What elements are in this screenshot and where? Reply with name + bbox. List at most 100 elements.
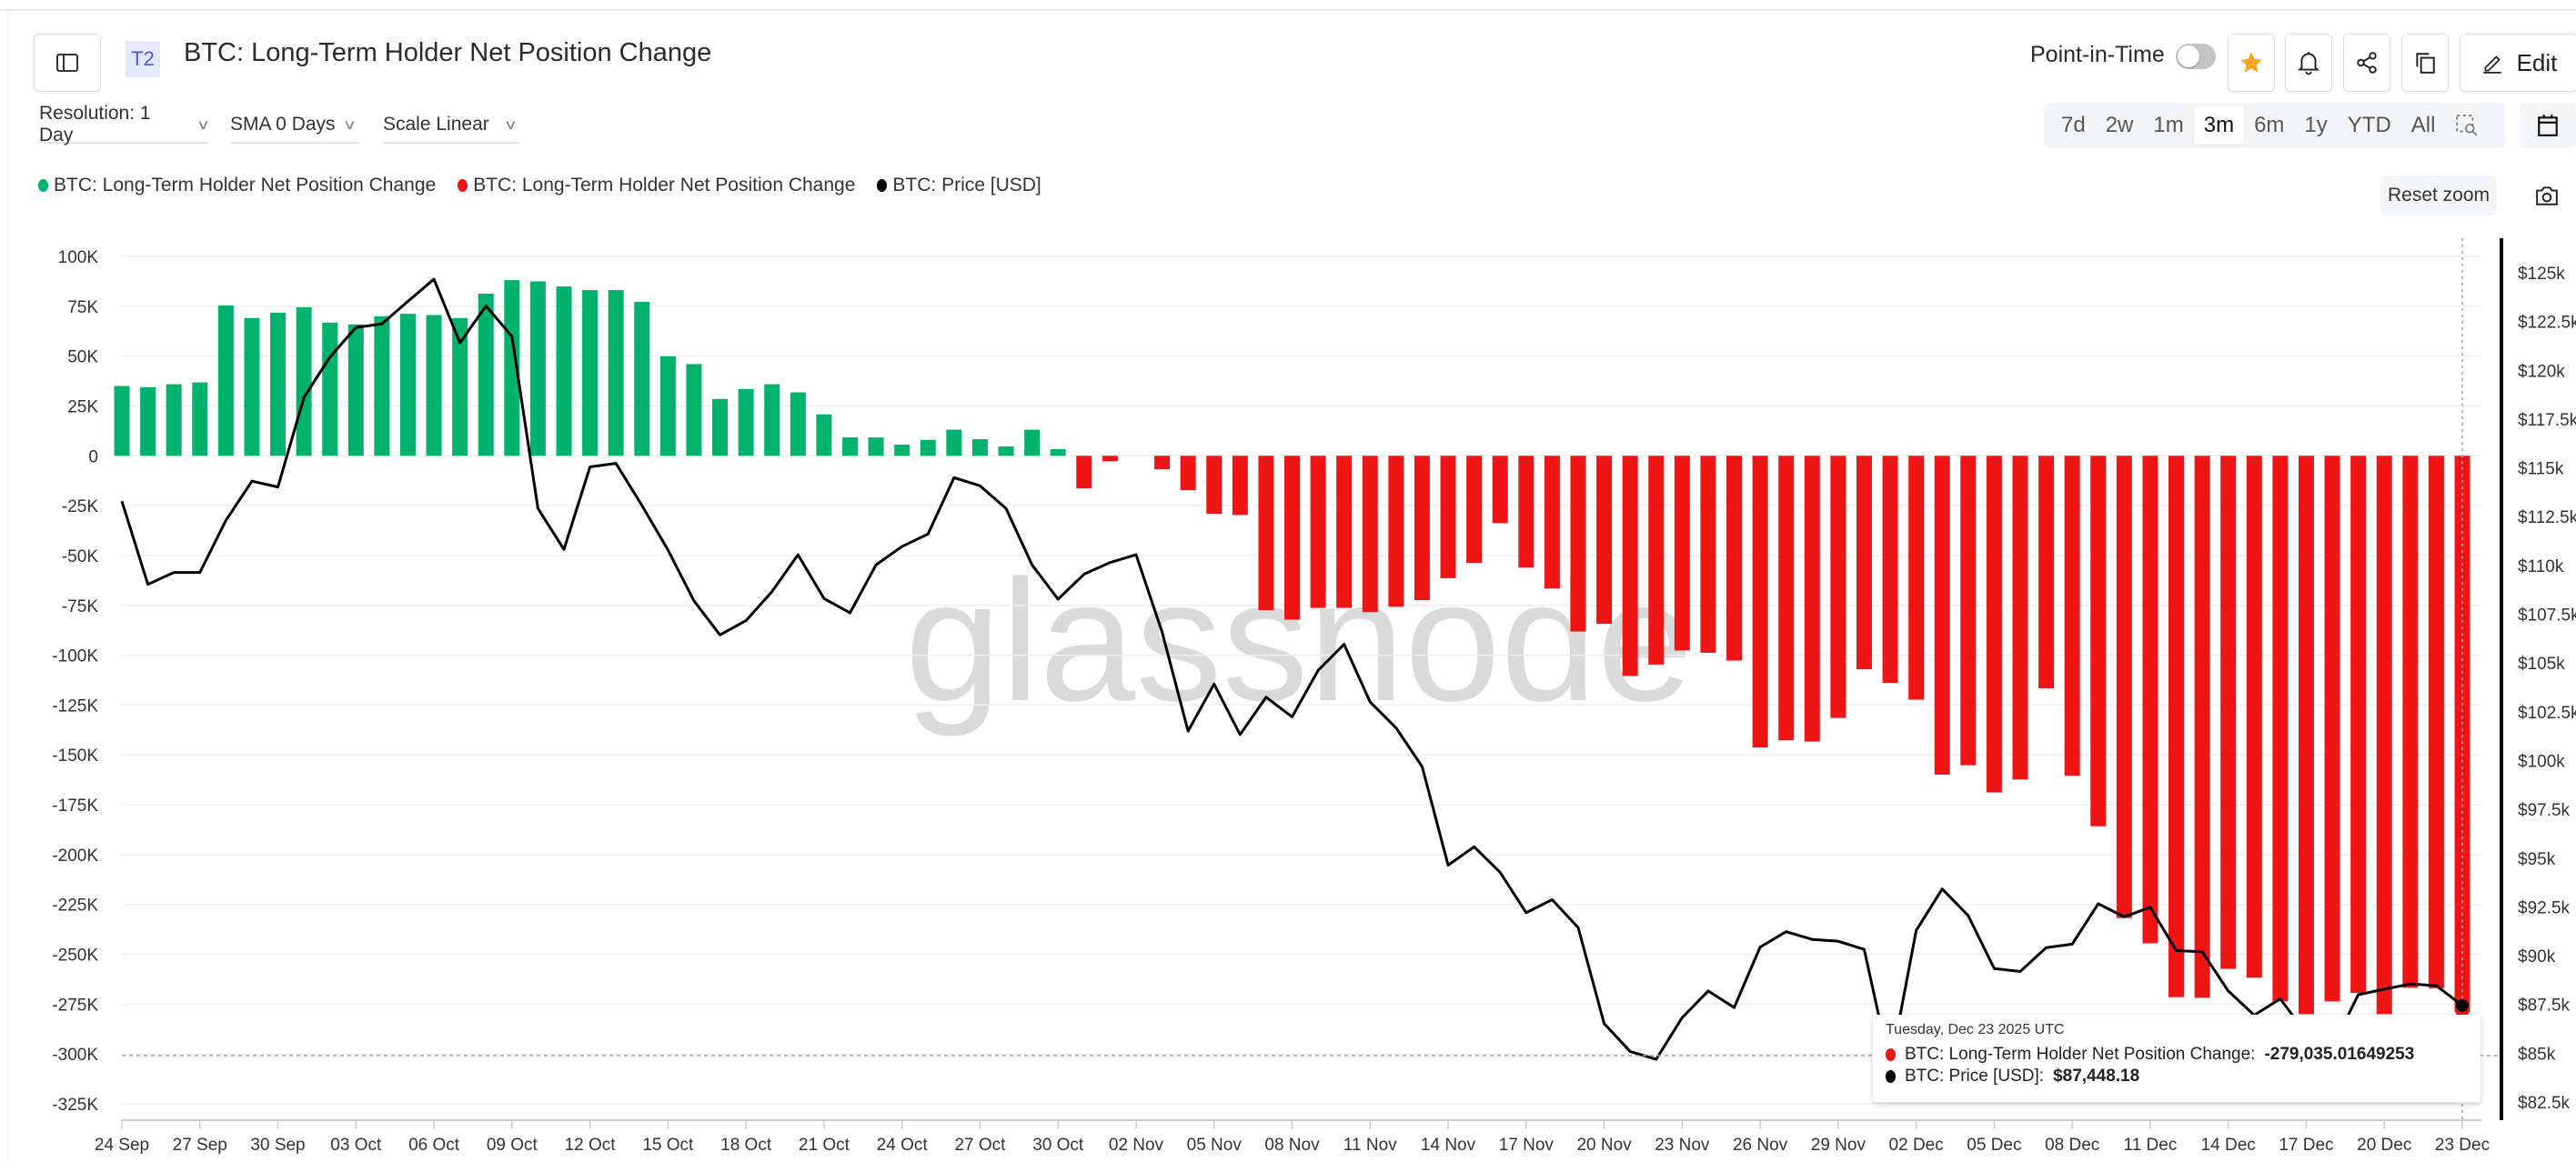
x-tick-label: 08 Dec [2045,1136,2099,1155]
y-right-tick-label: $105k [2518,655,2565,674]
bar-negative [2298,456,2314,1015]
bar-negative [1232,456,1248,516]
x-tick-label: 02 Dec [1889,1136,1944,1155]
range-ytd[interactable]: YTD [2347,113,2391,137]
bar-negative [2454,456,2470,1013]
x-tick-label: 18 Oct [720,1136,772,1155]
edit-button[interactable]: Edit [2460,34,2576,92]
time-range-selector: 7d 2w 1m 3m 6m 1y YTD All [2044,103,2506,148]
legend-item-price[interactable]: BTC: Price [USD] [877,175,1041,196]
y-right-tick-label: $92.5k [2518,898,2571,917]
legend-item-lth-negative[interactable]: BTC: Long-Term Holder Net Position Chang… [458,175,855,196]
bar-positive [738,388,754,456]
point-in-time-toggle[interactable] [2176,44,2216,69]
bar-negative [1830,456,1846,718]
range-6m[interactable]: 6m [2254,113,2285,137]
y-right-tick-label: $87.5k [2518,997,2571,1016]
point-in-time-label: Point-in-Time [2030,42,2165,67]
y-left-tick-label: 0 [88,447,98,466]
scale-dropdown[interactable]: Scale Linear ∨ [383,111,519,144]
zoom-select-icon [2456,115,2478,136]
bar-negative [1908,456,1925,700]
bar-negative [1466,456,1483,564]
legend-label: BTC: Price [USD] [892,175,1041,195]
range-2w[interactable]: 2w [2105,113,2134,137]
share-button[interactable] [2343,34,2390,92]
y-left-tick-label: -300K [52,1046,98,1065]
bar-positive [634,301,650,456]
scale-label: Scale Linear [383,114,489,135]
zoom-select-button[interactable] [2445,106,2489,145]
x-tick-label: 11 Dec [2124,1136,2178,1155]
bar-negative [2376,456,2392,1015]
bar-negative [2012,456,2028,780]
toggle-knob [2178,45,2199,67]
bar-positive [920,439,936,456]
sma-label: SMA 0 Days [230,114,336,135]
x-tick-label: 27 Oct [954,1136,1006,1155]
bar-negative [1180,456,1196,491]
bar-positive [1024,429,1041,456]
bar-negative [1336,456,1353,608]
bar-negative [2090,456,2107,826]
bar-negative [1518,456,1535,568]
y-left-tick-label: -250K [52,947,98,966]
bar-positive [608,290,624,456]
hover-point-price [2456,998,2469,1012]
alert-button[interactable] [2285,34,2332,92]
x-tick-label: 06 Oct [408,1136,460,1155]
range-3m[interactable]: 3m [2193,106,2245,145]
bar-negative [1674,456,1690,651]
bar-negative [2350,456,2367,994]
calendar-button[interactable] [2520,103,2576,148]
bar-negative [1778,456,1795,741]
duplicate-button[interactable] [2401,34,2449,92]
bar-positive [556,286,572,456]
bar-positive [998,446,1014,456]
y-left-tick-label: -125K [52,696,98,716]
y-right-tick-label: $95k [2518,850,2556,869]
legend-label: BTC: Long-Term Holder Net Position Chang… [54,175,437,195]
bar-negative [1544,456,1560,589]
tooltip-row-price: BTC: Price [USD]: $87,448.18 [1886,1066,2468,1087]
bar-negative [1804,456,1820,742]
edit-label: Edit [2516,48,2558,76]
bar-positive [347,324,364,456]
bar-positive [686,364,702,456]
sma-dropdown[interactable]: SMA 0 Days ∨ [230,111,359,144]
tooltip-dot-black [1886,1070,1896,1083]
tooltip-value: $87,448.18 [2053,1067,2140,1086]
resolution-dropdown[interactable]: Resolution: 1 Day ∨ [39,103,210,145]
bar-positive [296,306,312,456]
sidebar-icon [56,54,78,72]
bar-positive [712,398,729,456]
tooltip-date: Tuesday, Dec 23 2025 UTC [1886,1022,2065,1037]
bar-negative [1310,456,1326,608]
bar-positive [504,280,520,456]
x-tick-label: 23 Dec [2435,1136,2490,1155]
x-tick-label: 11 Nov [1343,1136,1397,1155]
chevron-down-icon: ∨ [342,117,357,133]
y-right-tick-label: $112.5k [2518,508,2576,527]
tooltip-label: BTC: Long-Term Holder Net Position Chang… [1905,1045,2256,1064]
bar-negative [2246,456,2262,978]
bar-positive [529,281,546,456]
screenshot-button[interactable] [2531,180,2563,211]
bar-positive [816,414,832,456]
range-7d[interactable]: 7d [2061,113,2086,137]
bar-negative [2142,456,2158,944]
sidebar-toggle-button[interactable] [34,34,101,92]
range-1m[interactable]: 1m [2153,113,2184,137]
favorite-button[interactable] [2228,34,2275,92]
range-1y[interactable]: 1y [2304,113,2328,137]
reset-zoom-button[interactable]: Reset zoom [2380,175,2497,215]
bar-negative [1154,456,1171,470]
y-left-tick-label: 25K [67,397,98,416]
x-tick-label: 09 Oct [487,1136,538,1155]
camera-icon [2536,186,2558,205]
range-all[interactable]: All [2410,113,2436,137]
y-left-tick-label: 100K [58,248,99,267]
y-left-tick-label: -150K [52,746,98,766]
legend-item-lth-positive[interactable]: BTC: Long-Term Holder Net Position Chang… [38,175,436,196]
